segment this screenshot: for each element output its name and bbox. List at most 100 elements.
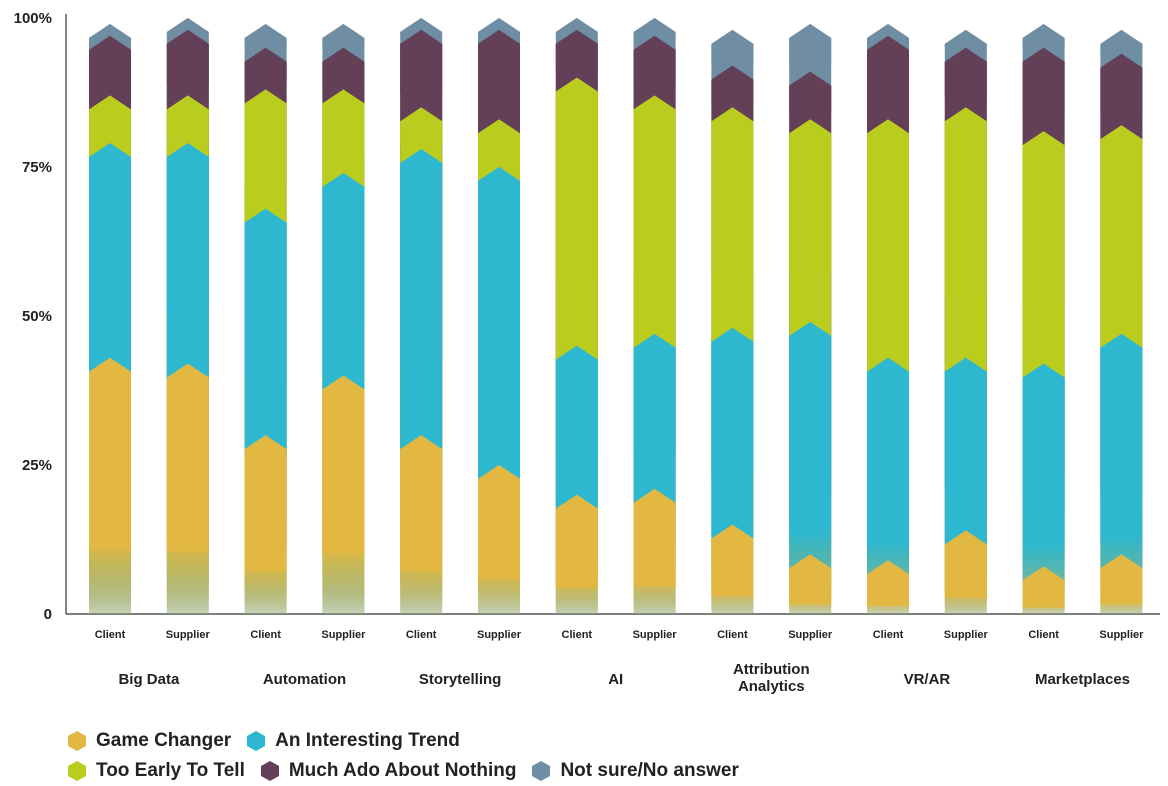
segment-not-sure-no-answer-solid: [89, 23, 131, 40]
segment-too-early-to-tell-solid: [789, 119, 832, 273]
segment-much-ado-about-nothing-solid: [944, 47, 987, 98]
segment-much-ado-about-nothing-solid: [789, 71, 832, 113]
segment-game-changer-solid: [867, 560, 909, 606]
segment-an-interesting-trend-solid: [789, 321, 832, 497]
segment-too-early-to-tell-solid: [944, 107, 987, 295]
segment-an-interesting-trend-solid: [478, 167, 520, 389]
segment-too-early-to-tell-solid: [166, 95, 209, 137]
group-label-ai: AI: [608, 671, 623, 688]
segment-game-changer-solid: [322, 375, 365, 555]
segment-an-interesting-trend-solid: [1100, 333, 1143, 500]
segment-game-changer-solid: [478, 465, 520, 580]
bar-sub-label: Supplier: [788, 629, 833, 641]
bar-storytelling-client: [400, 18, 443, 615]
chart-labels: 0 25% 50% 75% 100% Client Supplier Big Data Clie…: [14, 10, 1144, 695]
bar-sub-label: Client: [406, 629, 437, 641]
bar-sub-label: Supplier: [166, 629, 211, 641]
segment-too-early-to-tell-solid: [867, 119, 909, 298]
segment-too-early-to-tell-solid: [1100, 125, 1143, 283]
segment-much-ado-about-nothing-solid: [1022, 47, 1065, 115]
bar-automation-client: [244, 23, 287, 615]
bar-sub-label: Supplier: [1099, 629, 1144, 641]
segment-too-early-to-tell-solid: [1022, 131, 1065, 306]
segment-much-ado-about-nothing-solid: [711, 65, 754, 103]
segment-game-changer-solid: [555, 494, 598, 588]
segment-an-interesting-trend-solid: [244, 208, 287, 379]
segment-much-ado-about-nothing-solid: [400, 29, 443, 93]
stacked-bar-chart: 0 25% 50% 75% 100% Client Supplier Big Data Clie…: [14, 10, 1160, 695]
segment-not-sure-no-answer-solid: [867, 23, 909, 40]
segment-an-interesting-trend-solid: [400, 149, 443, 363]
bar-ai-client: [555, 18, 598, 615]
chart-axes: [65, 14, 1160, 615]
segment-an-interesting-trend-solid: [867, 357, 909, 511]
segment-too-early-to-tell-solid: [711, 107, 754, 274]
segment-game-changer-solid: [166, 363, 209, 551]
bar-sub-label: Client: [562, 629, 593, 641]
y-tick-label: 25%: [22, 457, 52, 474]
legend-item-much-ado: Much Ado About Nothing: [259, 760, 517, 782]
segment-much-ado-about-nothing-solid: [633, 35, 676, 86]
segment-not-sure-no-answer-solid: [944, 29, 987, 50]
bar-sub-label: Client: [717, 629, 748, 641]
bar-big-data-client: [89, 23, 131, 615]
segment-game-changer-solid: [633, 488, 676, 586]
bar-ai-supplier: [633, 18, 676, 615]
segment-an-interesting-trend-solid: [555, 345, 598, 461]
bar-marketplaces-client: [1022, 23, 1065, 615]
segment-too-early-to-tell-solid: [244, 89, 287, 183]
group-label-big-data: Big Data: [118, 671, 180, 688]
group-label-vr-ar: VR/AR: [904, 671, 951, 688]
segment-not-sure-no-answer-solid: [633, 18, 676, 38]
legend-item-too-early: Too Early To Tell: [66, 760, 245, 782]
hexagon-icon: [260, 761, 279, 781]
segment-not-sure-no-answer-solid: [555, 18, 598, 34]
segment-much-ado-about-nothing-solid: [478, 29, 520, 102]
hexagon-icon: [532, 761, 551, 781]
segment-game-changer-solid: [400, 435, 443, 571]
segment-not-sure-no-answer-solid: [1100, 29, 1143, 55]
segment-much-ado-about-nothing-solid: [867, 35, 909, 103]
segment-not-sure-no-answer-solid: [711, 29, 754, 63]
segment-not-sure-no-answer-solid: [1022, 23, 1065, 49]
bar-attribution-analytics-supplier: [789, 23, 832, 614]
legend-label-much-ado: Much Ado About Nothing: [288, 760, 517, 781]
group-label-marketplaces: Marketplaces: [1035, 671, 1130, 688]
segment-an-interesting-trend-solid: [89, 143, 131, 305]
bar-sub-label: Client: [250, 629, 281, 641]
segment-an-interesting-trend-solid: [944, 357, 987, 490]
legend-swatch-game-changer: [68, 731, 86, 751]
legend-row-2: Too Early To Tell Much Ado About Nothing…: [66, 756, 753, 786]
legend-item-not-sure: Not sure/No answer: [530, 760, 739, 782]
segment-not-sure-no-answer-solid: [166, 18, 209, 34]
hexagon-icon: [68, 731, 86, 751]
y-tick-label: 0: [44, 606, 52, 623]
chart-legend: Game Changer An Interesting Trend Too Ea…: [66, 726, 753, 786]
bar-big-data-supplier: [166, 18, 209, 615]
hexagon-icon: [247, 731, 266, 751]
legend-swatch-too-early: [68, 761, 86, 781]
bar-storytelling-supplier: [478, 18, 520, 615]
segment-too-early-to-tell-solid: [478, 119, 520, 161]
legend-label-game-changer: Game Changer: [96, 730, 232, 751]
group-label-attribution-analytics: Attribution Analytics: [733, 661, 810, 695]
segment-game-changer-solid: [711, 524, 754, 596]
segment-much-ado-about-nothing-solid: [244, 47, 287, 85]
hexagon-icon: [68, 761, 86, 781]
bar-sub-label: Client: [1028, 629, 1059, 641]
segment-an-interesting-trend-solid: [322, 172, 365, 326]
legend-swatch-not-sure: [532, 761, 551, 781]
segment-much-ado-about-nothing-solid: [555, 29, 598, 72]
segment-too-early-to-tell-solid: [322, 89, 365, 157]
segment-an-interesting-trend-solid: [1022, 363, 1065, 517]
legend-label-too-early: Too Early To Tell: [96, 760, 245, 781]
segment-too-early-to-tell-solid: [555, 77, 598, 278]
bar-vr-ar-supplier: [944, 29, 987, 615]
bar-marketplaces-supplier: [1100, 29, 1143, 615]
segment-game-changer-solid: [1022, 566, 1065, 608]
segment-too-early-to-tell-solid: [633, 95, 676, 275]
bar-sub-label: Supplier: [321, 629, 366, 641]
segment-much-ado-about-nothing-solid: [166, 29, 209, 85]
segment-much-ado-about-nothing-solid: [322, 47, 365, 85]
segment-game-changer-solid: [89, 357, 131, 550]
